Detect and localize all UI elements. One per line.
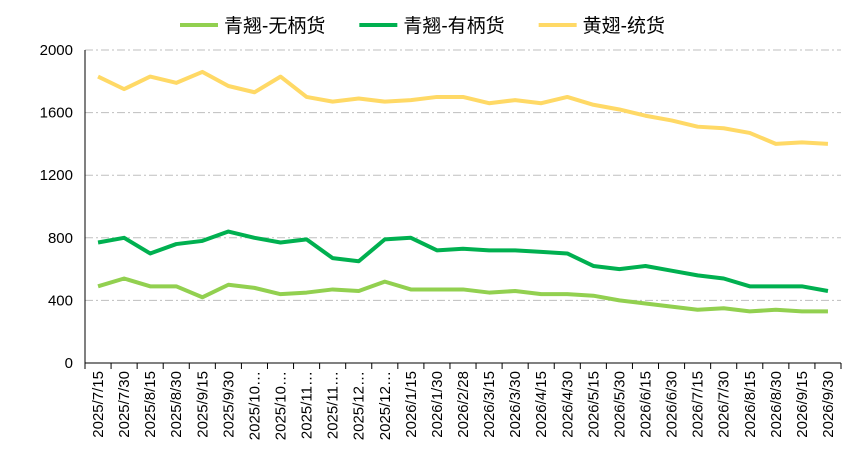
x-tick-label: 2026/9/15 bbox=[794, 371, 811, 438]
x-tick-label: 2026/2/28 bbox=[455, 371, 472, 438]
legend-text: 黄翅-统货 bbox=[583, 15, 665, 37]
x-tick-label: 2026/8/15 bbox=[742, 371, 759, 438]
x-tick-label: 2025/8/15 bbox=[142, 371, 159, 438]
x-tick-label: 2026/3/30 bbox=[507, 371, 524, 438]
x-tick-label: 2025/12… bbox=[377, 371, 394, 440]
x-tick-label: 2025/12… bbox=[351, 371, 368, 440]
x-tick-label: 2025/7/30 bbox=[116, 371, 133, 438]
x-tick-label: 2025/9/15 bbox=[194, 371, 211, 438]
y-tick-label: 1200 bbox=[40, 167, 73, 184]
y-tick-label: 400 bbox=[48, 292, 73, 309]
x-tick-label: 2026/9/30 bbox=[820, 371, 837, 438]
x-tick-label: 2025/11… bbox=[299, 371, 316, 439]
x-tick-label: 2026/4/15 bbox=[533, 371, 550, 438]
x-tick-label: 2025/10… bbox=[246, 371, 263, 440]
x-tick-label: 2026/1/15 bbox=[403, 371, 420, 438]
x-tick-label: 2026/3/15 bbox=[481, 371, 498, 438]
data-line bbox=[97, 229, 829, 293]
x-tick-label: 2026/6/15 bbox=[637, 371, 654, 438]
data-line bbox=[97, 276, 828, 314]
x-tick-label: 2026/6/30 bbox=[664, 371, 681, 438]
x-tick-label: 2026/4/30 bbox=[559, 371, 576, 438]
x-tick-label: 2026/5/15 bbox=[585, 371, 602, 438]
x-tick-label: 2025/7/15 bbox=[90, 371, 107, 438]
x-tick-label: 2025/9/30 bbox=[220, 371, 237, 438]
x-tick-label: 2026/5/30 bbox=[611, 371, 628, 438]
y-tick-label: 2000 bbox=[40, 42, 73, 59]
x-tick-label: 2026/8/30 bbox=[768, 371, 785, 438]
x-tick-label: 2026/7/15 bbox=[690, 371, 707, 438]
y-tick-label: 800 bbox=[48, 230, 73, 247]
x-tick-label: 2026/7/30 bbox=[716, 371, 733, 438]
x-tick-label: 2026/1/30 bbox=[429, 371, 446, 438]
y-tick-label: 1600 bbox=[40, 105, 73, 122]
y-tick-label: 0 bbox=[65, 355, 73, 372]
x-tick-label: 2025/11… bbox=[325, 371, 342, 439]
x-tick-label: 2025/8/30 bbox=[168, 371, 185, 438]
x-tick-label: 2025/10… bbox=[273, 371, 290, 440]
legend-text: 青翘-有柄货 bbox=[403, 15, 504, 37]
legend-text: 青翘-无柄货 bbox=[224, 15, 325, 37]
data-line bbox=[97, 69, 829, 146]
